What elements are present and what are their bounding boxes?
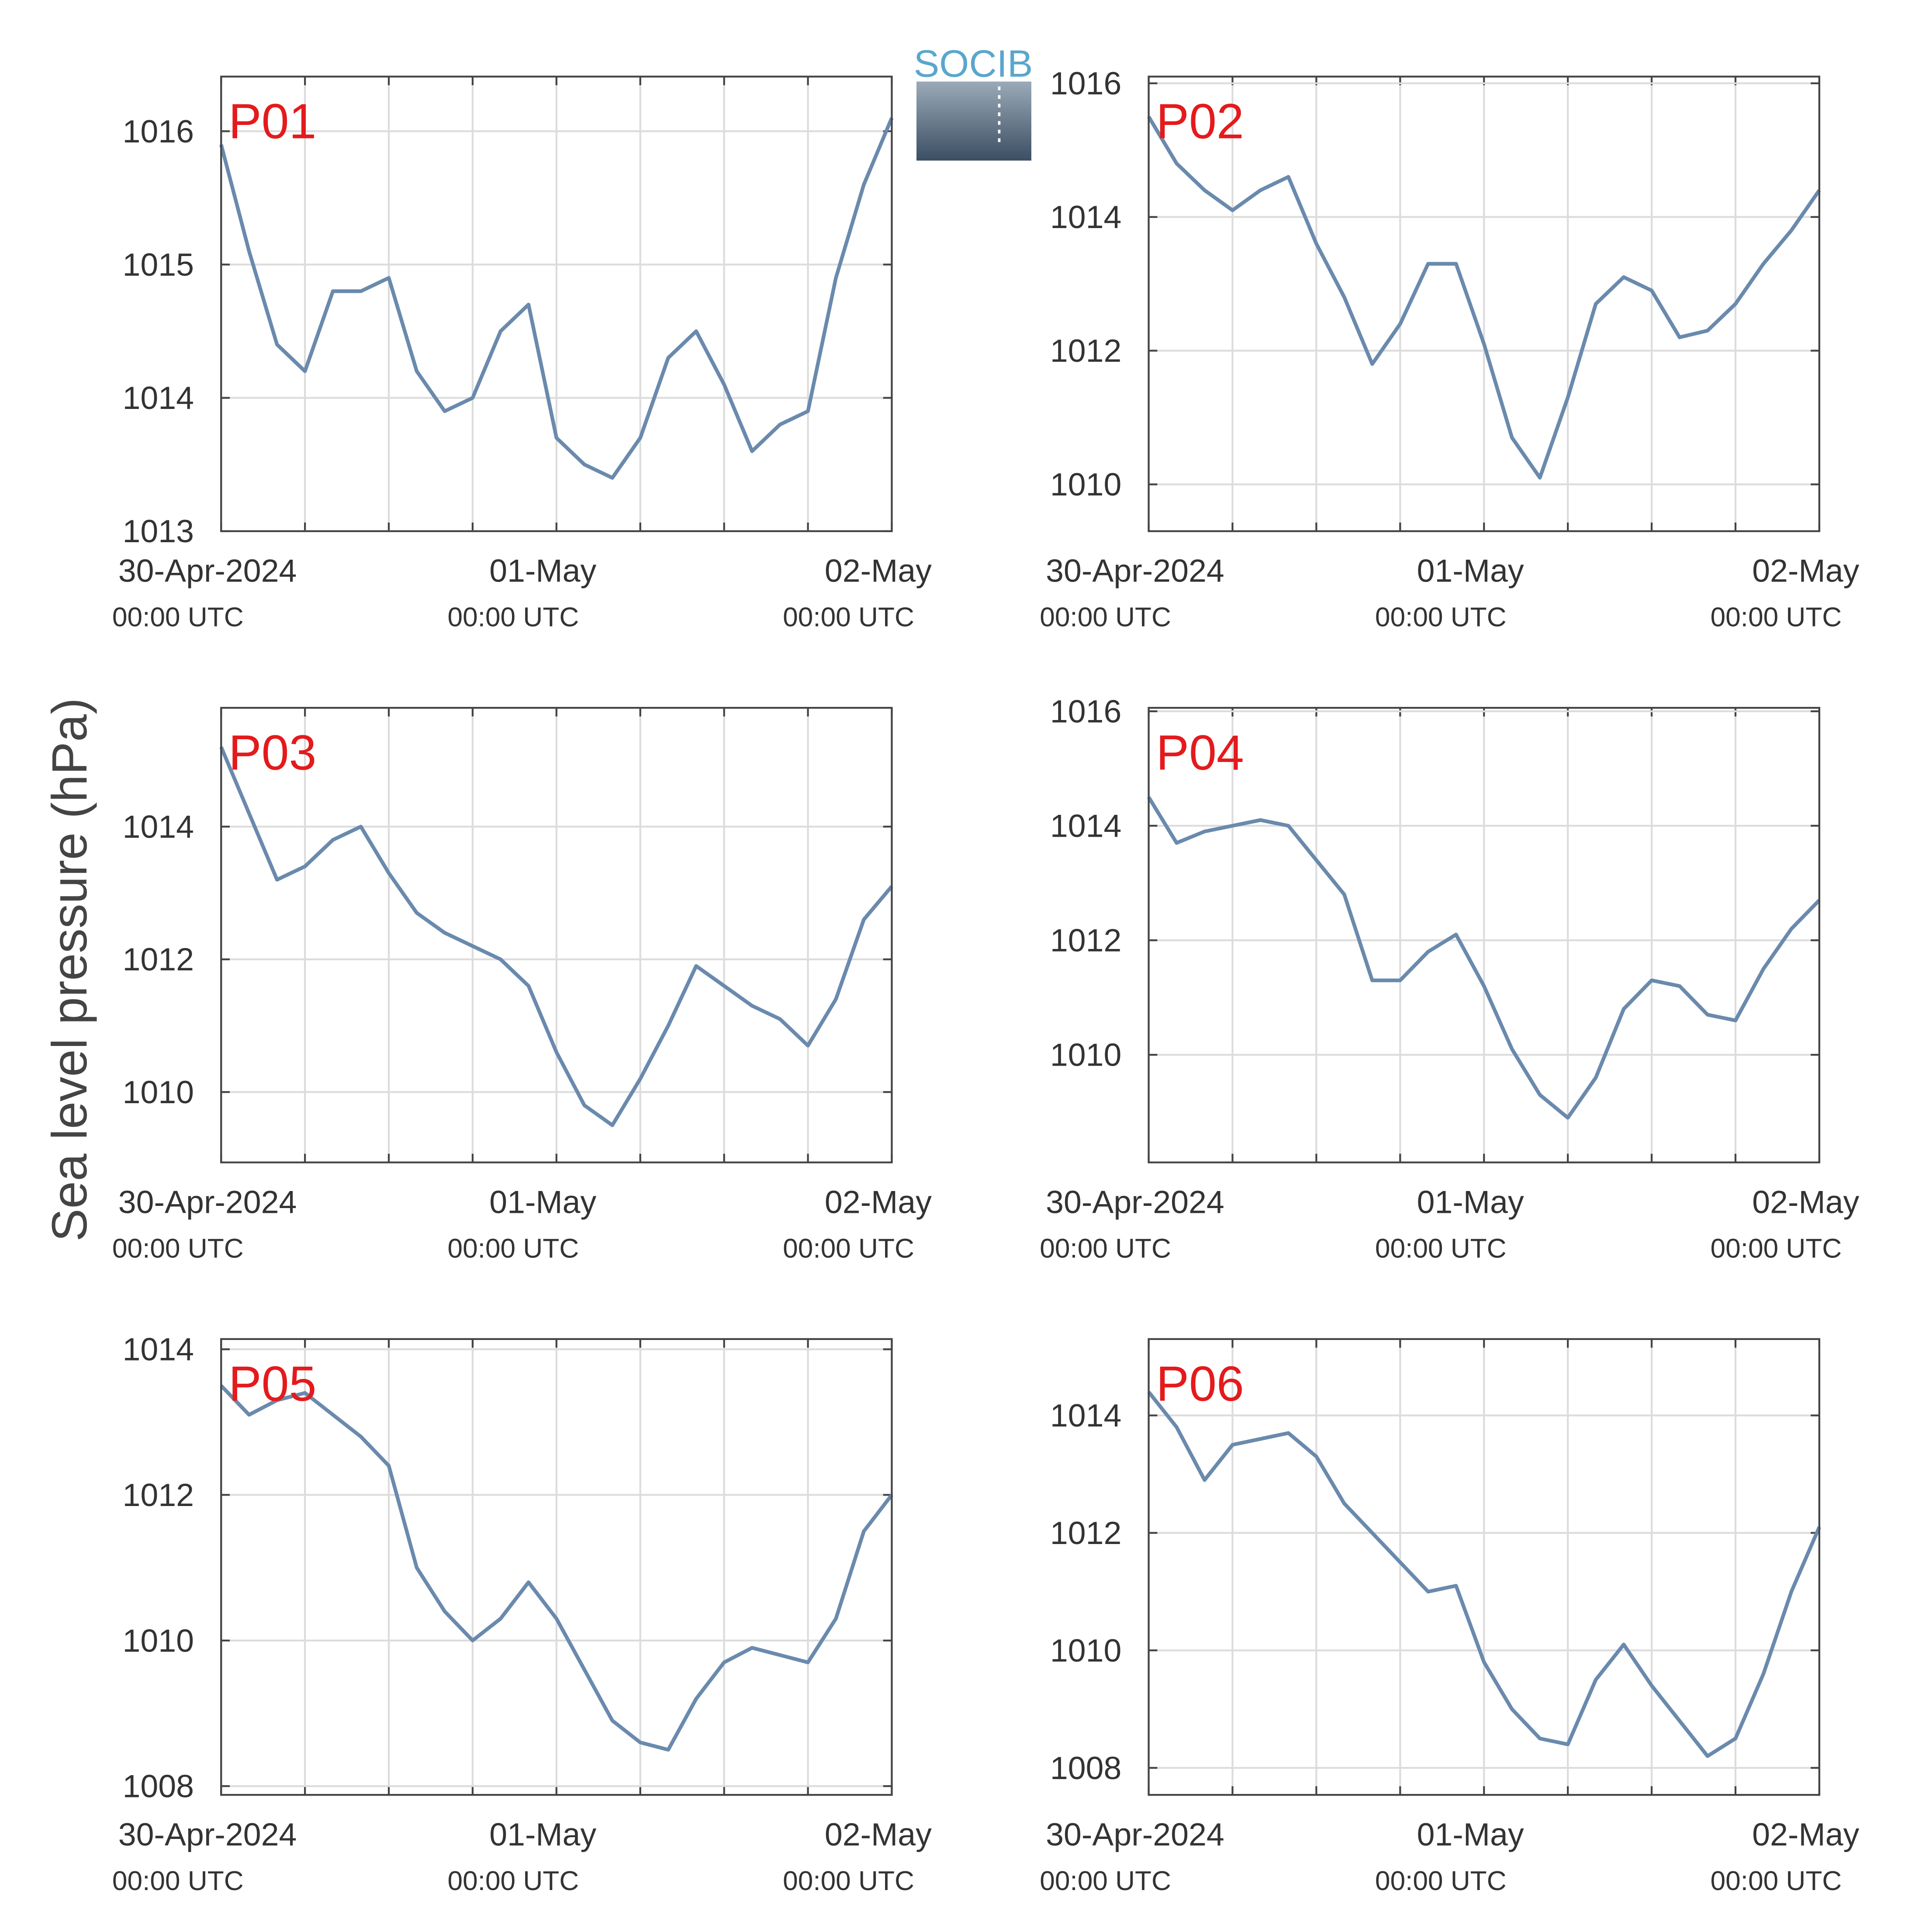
data-line xyxy=(1147,115,1821,480)
y-tick-label: 1016 xyxy=(1050,693,1122,729)
data-line xyxy=(219,117,894,480)
x-tick-sublabel: 00:00 UTC xyxy=(1375,1233,1507,1264)
x-tick-label: 30-Apr-2024 xyxy=(1046,553,1224,589)
x-tick-label: 01-May xyxy=(1417,1184,1524,1220)
x-tick-sublabel: 00:00 UTC xyxy=(1040,602,1171,632)
y-tick-label: 1008 xyxy=(122,1768,194,1804)
plot-frame xyxy=(1148,1338,1820,1796)
x-tick-sublabel: 00:00 UTC xyxy=(1711,1866,1842,1896)
panel-title: P06 xyxy=(1156,1356,1244,1411)
y-tick-label: 1016 xyxy=(122,113,194,149)
x-tick-label: 01-May xyxy=(1417,1816,1524,1852)
panel-title: P04 xyxy=(1156,725,1244,780)
panel: 30-Apr-2024 00:00 UTC 01-May 00:00 UTC 02-Ma… xyxy=(112,1331,932,1896)
x-tick-sublabel: 00:00 UTC xyxy=(448,1866,579,1896)
panel-title: P05 xyxy=(228,1356,316,1411)
y-tick-label: 1012 xyxy=(122,941,194,977)
y-tick-label: 1012 xyxy=(1050,1515,1122,1551)
x-tick-sublabel: 00:00 UTC xyxy=(1040,1866,1171,1896)
logo-graphic xyxy=(916,81,1031,161)
y-tick-label: 1010 xyxy=(122,1622,194,1658)
x-tick-sublabel: 00:00 UTC xyxy=(1711,1233,1842,1264)
x-tick-sublabel: 00:00 UTC xyxy=(1711,602,1842,632)
x-tick-sublabel: 00:00 UTC xyxy=(783,1866,914,1896)
plot-frame xyxy=(1148,76,1820,532)
x-tick-label: 30-Apr-2024 xyxy=(1046,1184,1224,1220)
x-tick-label: 02-May xyxy=(1752,1184,1859,1220)
x-tick-sublabel: 00:00 UTC xyxy=(1040,1233,1171,1264)
y-tick-label: 1008 xyxy=(1050,1750,1122,1786)
panel: 30-Apr-2024 00:00 UTC 01-May 00:00 UTC 02-Ma… xyxy=(1040,1338,1860,1896)
x-tick-label: 30-Apr-2024 xyxy=(118,1816,297,1852)
y-tick-label: 1010 xyxy=(122,1074,194,1110)
panel-title: P03 xyxy=(228,725,316,780)
logo-text: SOCIB xyxy=(914,42,1033,85)
panel-title: P02 xyxy=(1156,94,1244,149)
y-tick-label: 1010 xyxy=(1050,466,1122,502)
x-tick-sublabel: 00:00 UTC xyxy=(112,1233,244,1264)
x-tick-label: 01-May xyxy=(489,1184,596,1220)
x-tick-label: 02-May xyxy=(825,553,932,589)
panel-title: P01 xyxy=(228,94,316,149)
x-tick-label: 30-Apr-2024 xyxy=(118,1184,297,1220)
data-line xyxy=(220,1384,893,1752)
panel: 30-Apr-2024 00:00 UTC 01-May 00:00 UTC 02-Ma… xyxy=(112,76,932,632)
x-tick-sublabel: 00:00 UTC xyxy=(783,602,914,632)
panel: 30-Apr-2024 00:00 UTC 01-May 00:00 UTC 02-Ma… xyxy=(1040,693,1859,1264)
y-tick-label: 1014 xyxy=(122,1331,194,1368)
y-tick-label: 1014 xyxy=(122,380,194,416)
x-tick-label: 01-May xyxy=(1417,553,1524,589)
x-tick-label: 02-May xyxy=(1752,1816,1859,1852)
y-axis-label: Sea level pressure (hPa) xyxy=(42,698,97,1241)
x-tick-label: 01-May xyxy=(489,1816,596,1852)
y-tick-label: 1014 xyxy=(1050,199,1122,235)
x-tick-label: 30-Apr-2024 xyxy=(118,553,297,589)
y-tick-label: 1014 xyxy=(1050,807,1122,844)
x-tick-sublabel: 00:00 UTC xyxy=(783,1233,914,1264)
logo: SOCIB xyxy=(914,42,1033,161)
x-tick-sublabel: 00:00 UTC xyxy=(1375,602,1507,632)
x-tick-sublabel: 00:00 UTC xyxy=(112,1866,244,1896)
x-tick-sublabel: 00:00 UTC xyxy=(112,602,244,632)
panel: 30-Apr-2024 00:00 UTC 01-May 00:00 UTC 02-Ma… xyxy=(1040,65,1859,632)
data-line xyxy=(1147,796,1821,1120)
data-line xyxy=(1147,1391,1821,1758)
plot-frame xyxy=(220,1338,893,1796)
y-tick-label: 1012 xyxy=(1050,922,1122,959)
x-tick-sublabel: 00:00 UTC xyxy=(1375,1866,1507,1896)
panel: 30-Apr-2024 00:00 UTC 01-May 00:00 UTC 02-Ma… xyxy=(112,706,932,1264)
y-tick-label: 1015 xyxy=(122,246,194,283)
y-tick-label: 1013 xyxy=(122,513,194,549)
plot-frame xyxy=(220,76,893,532)
y-tick-label: 1012 xyxy=(122,1477,194,1513)
y-tick-label: 1016 xyxy=(1050,65,1122,101)
y-tick-label: 1014 xyxy=(122,808,194,845)
x-tick-label: 02-May xyxy=(825,1816,932,1852)
x-tick-sublabel: 00:00 UTC xyxy=(448,602,579,632)
x-tick-label: 30-Apr-2024 xyxy=(1046,1816,1224,1852)
y-tick-label: 1010 xyxy=(1050,1632,1122,1669)
y-tick-label: 1010 xyxy=(1050,1037,1122,1073)
x-tick-label: 02-May xyxy=(1752,553,1859,589)
plot-frame xyxy=(1148,706,1820,1163)
x-tick-label: 02-May xyxy=(825,1184,932,1220)
y-tick-label: 1012 xyxy=(1050,332,1122,369)
x-tick-sublabel: 00:00 UTC xyxy=(448,1233,579,1264)
data-line xyxy=(219,746,893,1127)
x-tick-label: 01-May xyxy=(489,553,596,589)
plot-frame xyxy=(220,706,893,1163)
y-tick-label: 1014 xyxy=(1050,1397,1122,1433)
